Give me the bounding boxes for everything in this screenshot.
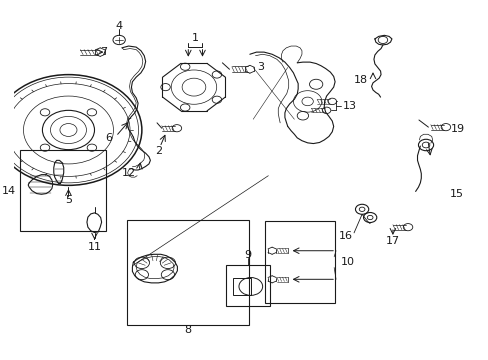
Bar bbox=[232, 278, 250, 296]
Text: 18: 18 bbox=[353, 75, 367, 85]
Text: 8: 8 bbox=[184, 325, 191, 335]
Text: 2: 2 bbox=[155, 146, 162, 156]
Text: 6: 6 bbox=[105, 133, 112, 143]
Text: 4: 4 bbox=[115, 21, 122, 31]
Text: 7: 7 bbox=[100, 47, 107, 57]
Text: 17: 17 bbox=[385, 237, 399, 247]
Text: 12: 12 bbox=[122, 168, 136, 178]
Text: 19: 19 bbox=[450, 124, 464, 134]
Text: 14: 14 bbox=[2, 185, 16, 195]
Bar bbox=[226, 265, 269, 306]
Text: 15: 15 bbox=[449, 189, 463, 199]
Text: 9: 9 bbox=[244, 249, 251, 260]
Bar bbox=[126, 220, 248, 325]
Text: 11: 11 bbox=[87, 242, 102, 252]
Text: 13: 13 bbox=[343, 101, 356, 111]
Text: 3: 3 bbox=[256, 63, 263, 72]
Bar bbox=[264, 221, 334, 303]
Text: 16: 16 bbox=[338, 231, 352, 242]
Text: 5: 5 bbox=[65, 195, 72, 205]
Bar bbox=[20, 150, 106, 231]
Text: 10: 10 bbox=[340, 257, 354, 267]
Text: 1: 1 bbox=[191, 33, 199, 43]
